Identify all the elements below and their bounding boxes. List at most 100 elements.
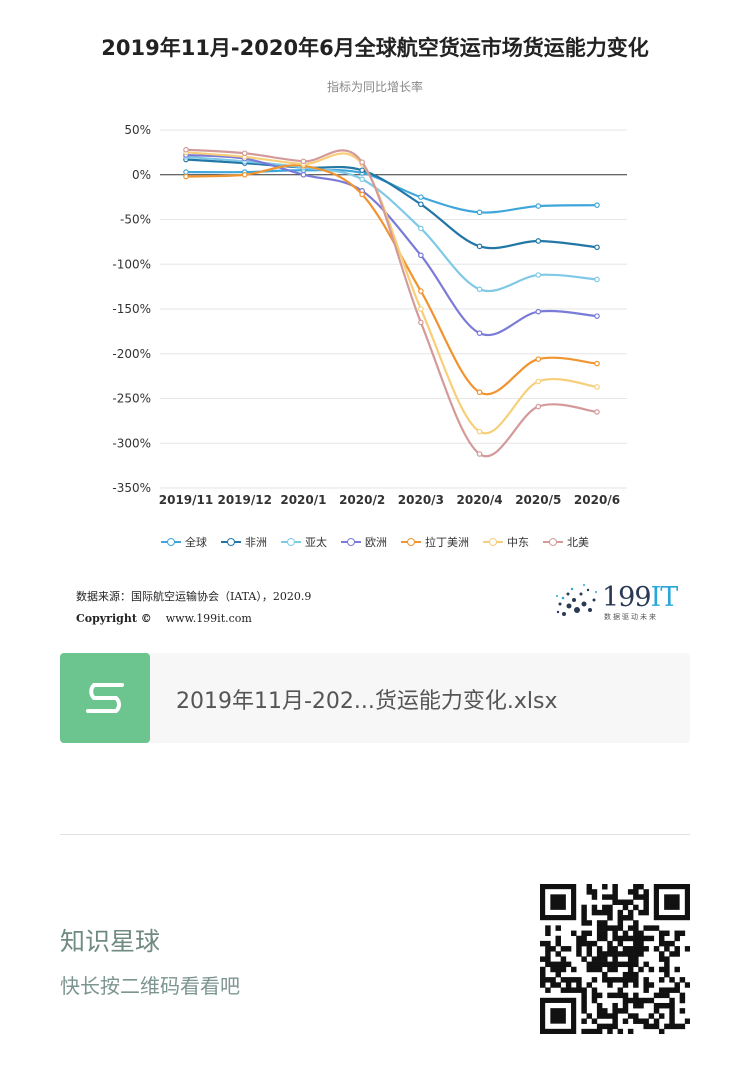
- legend-swatch: [341, 537, 361, 547]
- y-tick-label: 50%: [124, 123, 151, 137]
- data-point: [418, 201, 424, 208]
- legend-swatch: [281, 537, 301, 547]
- data-point: [594, 313, 600, 319]
- logo-number: 199: [602, 582, 652, 613]
- chart-title: 2019年11月-2020年6月全球航空货运市场货运能力变化: [101, 36, 649, 60]
- data-point: [183, 169, 189, 175]
- copyright-url: www.199it.com: [165, 612, 252, 625]
- data-point: [359, 167, 365, 174]
- copyright-label: Copyright ©: [76, 612, 152, 625]
- data-point: [418, 306, 424, 312]
- legend-item: 非洲: [221, 534, 267, 550]
- y-tick-label: -350%: [112, 481, 151, 495]
- data-point: [476, 451, 483, 457]
- y-tick-label: -200%: [112, 347, 151, 361]
- data-point: [418, 194, 424, 200]
- data-point: [418, 288, 424, 294]
- data-point: [594, 202, 600, 208]
- data-point: [535, 238, 542, 244]
- legend-swatch: [543, 537, 563, 547]
- data-point: [594, 360, 600, 367]
- qr-code-icon[interactable]: [540, 884, 690, 1034]
- data-point: [476, 209, 483, 216]
- y-tick-label: 0%: [132, 168, 151, 182]
- data-point: [183, 173, 189, 180]
- chart-subtitle: 指标为同比增长率: [326, 80, 423, 94]
- data-point: [535, 308, 542, 315]
- file-name: 2019年11月-202...货运能力变化.xlsx: [176, 689, 558, 714]
- x-tick-label: 2020/5: [515, 493, 561, 507]
- legend-label: 非洲: [245, 536, 267, 549]
- data-point: [476, 286, 483, 293]
- logo-tagline: 数据驱动未来: [604, 613, 658, 621]
- data-point: [183, 146, 189, 153]
- data-point: [241, 171, 248, 178]
- source-note: 数据来源：国际航空运输协会（IATA），2020.9 Copyright © w…: [76, 586, 311, 630]
- source-line: 数据来源：国际航空运输协会（IATA），2020.9: [76, 590, 312, 603]
- x-tick-label: 2020/3: [398, 493, 444, 507]
- legend-item: 亚太: [281, 534, 327, 550]
- data-point: [418, 225, 424, 232]
- data-point: [359, 159, 365, 166]
- series-line: [185, 153, 598, 337]
- spreadsheet-file-icon: [60, 653, 150, 743]
- legend-swatch: [483, 537, 503, 547]
- data-point: [535, 272, 542, 278]
- logo-suffix: IT: [650, 582, 679, 613]
- data-point: [476, 330, 483, 336]
- data-point: [359, 176, 365, 183]
- data-point: [476, 389, 483, 396]
- x-tick-label: 2019/11: [159, 493, 213, 507]
- legend-label: 拉丁美洲: [425, 536, 469, 549]
- legend-item: 欧洲: [341, 534, 387, 550]
- y-tick-label: -50%: [120, 213, 151, 227]
- s-logo-icon: [86, 683, 124, 713]
- y-tick-label: -300%: [112, 436, 151, 450]
- line-chart: 50% 0% -50% -100% -150% -200% -250% -300% -350% 2…: [112, 123, 627, 507]
- data-point: [359, 191, 365, 198]
- data-point: [300, 158, 307, 165]
- data-point: [594, 276, 600, 283]
- data-point: [476, 428, 483, 435]
- data-point: [418, 252, 424, 259]
- legend-label: 全球: [185, 536, 207, 549]
- data-point: [535, 203, 542, 209]
- legend-swatch: [221, 537, 241, 547]
- legend-label: 亚太: [305, 536, 327, 549]
- data-point: [594, 384, 600, 390]
- logo-text: 199IT: [602, 582, 679, 613]
- legend-label: 北美: [567, 536, 589, 549]
- x-tick-label: 2020/1: [280, 493, 326, 507]
- y-tick-label: -150%: [112, 302, 151, 316]
- data-point: [418, 319, 424, 326]
- series-line: [185, 164, 598, 396]
- series-line: [185, 155, 598, 293]
- series-line: [185, 148, 598, 458]
- x-tick-label: 2019/12: [217, 493, 271, 507]
- legend-swatch: [161, 537, 181, 547]
- legend-label: 欧洲: [365, 536, 387, 549]
- chart-legend: 全球 非洲 亚太 欧洲 拉丁美洲 中东 北美: [0, 534, 750, 550]
- burst-logo-icon: [556, 584, 597, 616]
- data-point: [241, 150, 248, 157]
- series-line: [185, 168, 598, 214]
- data-point: [535, 403, 542, 410]
- legend-swatch: [401, 537, 421, 547]
- data-point: [535, 356, 542, 362]
- series-line: [185, 151, 598, 435]
- footer-title: 知识星球: [60, 927, 161, 956]
- data-point: [476, 243, 483, 250]
- file-attachment[interactable]: 2019年11月-202...货运能力变化.xlsx: [60, 653, 690, 743]
- chart-card: 2019年11月-2020年6月全球航空货运市场货运能力变化 指标为同比增长率 …: [0, 36, 750, 630]
- copyright-line: Copyright © www.199it.com: [76, 608, 311, 630]
- y-tick-label: -100%: [112, 257, 151, 271]
- divider: [60, 834, 690, 835]
- legend-item: 北美: [543, 534, 589, 550]
- series-line: [185, 158, 598, 250]
- x-tick-label: 2020/2: [339, 493, 385, 507]
- legend-item: 全球: [161, 534, 207, 550]
- x-tick-label: 2020/4: [457, 493, 503, 507]
- x-tick-label: 2020/6: [574, 493, 620, 507]
- data-point: [535, 378, 542, 385]
- legend-item: 中东: [483, 534, 529, 550]
